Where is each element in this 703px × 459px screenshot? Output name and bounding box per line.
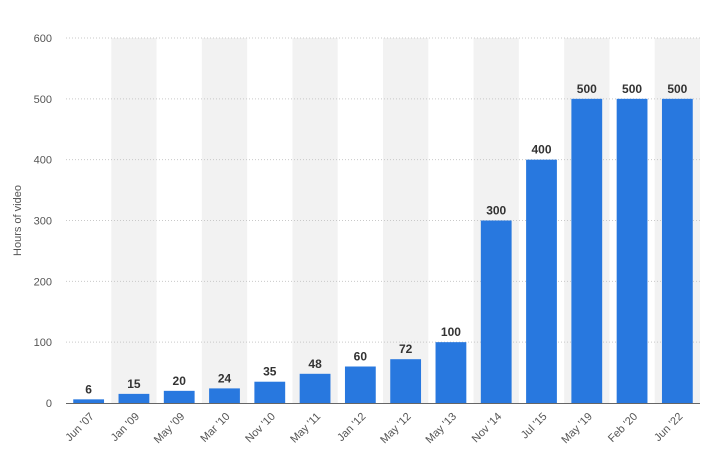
bar-value-label: 100 xyxy=(441,325,461,339)
bar[interactable] xyxy=(209,388,240,403)
y-tick-label: 600 xyxy=(34,33,52,45)
bar-value-label: 24 xyxy=(218,371,232,385)
bar-value-label: 72 xyxy=(399,342,413,356)
bar[interactable] xyxy=(254,381,286,403)
bar-value-label: 15 xyxy=(127,377,141,391)
y-tick-label: 200 xyxy=(34,276,52,288)
x-tick-label: May '19 xyxy=(559,411,594,446)
x-tick-label: May '09 xyxy=(152,411,187,446)
category-band xyxy=(111,38,157,403)
bar[interactable] xyxy=(526,159,557,403)
x-tick-label: Mar '10 xyxy=(198,411,232,445)
x-tick-label: Jan '12 xyxy=(335,411,368,444)
bar[interactable] xyxy=(435,342,467,403)
bar[interactable] xyxy=(571,98,603,403)
category-band xyxy=(201,38,248,403)
bar[interactable] xyxy=(118,393,150,403)
x-tick-label: Feb '20 xyxy=(606,411,640,445)
y-tick-label: 0 xyxy=(46,398,52,410)
y-tick-label: 500 xyxy=(34,94,52,106)
x-tick-label: May '12 xyxy=(378,411,413,446)
x-tick-label: Nov '14 xyxy=(470,411,505,446)
y-tick-label: 100 xyxy=(34,337,52,349)
bar-value-label: 6 xyxy=(85,382,92,396)
x-tick-label: May '11 xyxy=(288,411,323,446)
x-tick-label: Jan '09 xyxy=(109,411,142,444)
bar-value-label: 400 xyxy=(531,143,551,157)
bars-group xyxy=(73,98,693,404)
bar-value-label: 500 xyxy=(622,82,642,96)
x-tick-label: Jun '07 xyxy=(63,411,96,444)
x-tick-label: Jun '22 xyxy=(652,411,685,444)
x-tick-label: Nov '10 xyxy=(243,411,278,446)
bar[interactable] xyxy=(390,359,422,403)
bar[interactable] xyxy=(73,399,105,403)
bar-value-label: 300 xyxy=(486,204,506,218)
bar-value-label: 35 xyxy=(263,365,277,379)
data-labels: 6 15 20 24 35 48 60 72 100 300 400 500 500 500 xyxy=(85,82,687,397)
bar[interactable] xyxy=(480,220,512,404)
bar[interactable] xyxy=(616,98,648,403)
bar-value-label: 500 xyxy=(667,82,687,96)
bar[interactable] xyxy=(163,390,195,403)
y-axis-title: Hours of video xyxy=(12,185,24,256)
bar-value-label: 48 xyxy=(308,357,322,371)
y-tick-label: 400 xyxy=(34,155,52,167)
bar[interactable] xyxy=(299,373,331,403)
bar-value-label: 60 xyxy=(354,350,368,364)
y-tick-label: 300 xyxy=(34,216,52,228)
bar[interactable] xyxy=(344,366,376,404)
x-axis-ticks: Jun '07 Jan '09 May '09 Mar '10 Nov '10 May '… xyxy=(63,411,685,446)
bar[interactable] xyxy=(661,98,693,403)
y-axis-ticks: 0 100 200 300 400 500 600 xyxy=(34,33,52,410)
bar-value-label: 500 xyxy=(577,82,597,96)
x-tick-label: Jul '15 xyxy=(519,411,550,442)
bar-value-label: 20 xyxy=(173,374,187,388)
x-tick-label: May '13 xyxy=(424,411,459,446)
